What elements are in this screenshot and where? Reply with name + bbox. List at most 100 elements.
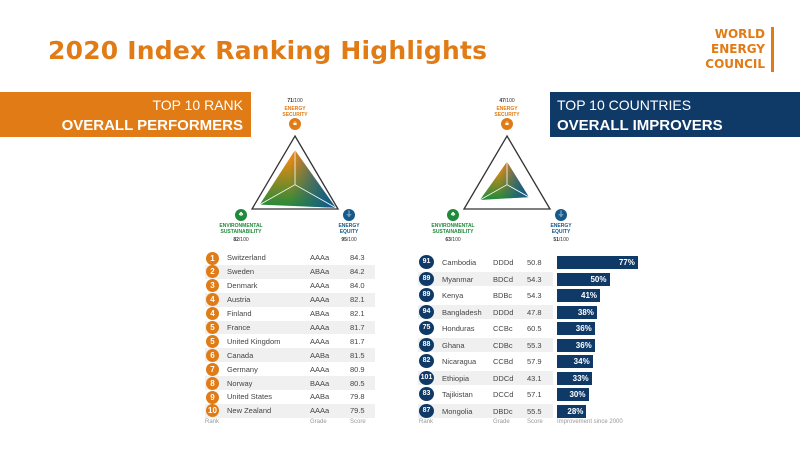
radar-chart — [462, 134, 552, 210]
grade: AAAa — [310, 253, 330, 263]
lock-icon: 🔒︎ — [289, 118, 301, 130]
table-row: 91 Cambodia DDDd 50.8 — [418, 255, 553, 270]
axis-value-equity: 51/100 — [541, 237, 581, 243]
country-name: Switzerland — [227, 253, 266, 263]
country-name: Kenya — [442, 291, 464, 300]
improvement-bar: 28% — [557, 404, 587, 418]
grade: ABAa — [310, 309, 330, 319]
table-row: 1 Switzerland AAAa 84.3 — [205, 251, 375, 265]
column-header-improvement: Improvement since 2000 — [557, 419, 623, 425]
radar-chart — [250, 134, 340, 210]
grade: DDDd — [493, 258, 514, 267]
country-name: Norway — [227, 378, 253, 388]
score: 84.3 — [350, 253, 365, 263]
score: 43.1 — [527, 373, 542, 383]
country-name: Mongolia — [442, 406, 473, 416]
country-name: Austria — [227, 295, 251, 305]
score: 80.5 — [350, 378, 365, 388]
improvement-bar: 77% — [557, 256, 638, 269]
country-name: Germany — [227, 364, 258, 374]
grade: DBDc — [493, 406, 513, 416]
rank-badge: 88 — [419, 337, 434, 352]
plug-icon: ⏚ — [343, 209, 355, 221]
column-header-grade: Grade — [310, 419, 327, 425]
logo-line: COUNCIL — [705, 57, 765, 71]
tree-icon: ♣ — [235, 209, 247, 221]
improvement-bar: 30% — [557, 388, 589, 401]
score: 81.7 — [350, 322, 365, 332]
improvement-value: 77% — [618, 258, 635, 267]
top-improvers-banner: TOP 10 COUNTRIES OVERALL IMPROVERS — [550, 92, 800, 137]
country-name: Ghana — [442, 340, 465, 350]
improvement-value: 41% — [581, 291, 598, 300]
axis-line — [294, 184, 339, 210]
score: 84.2 — [350, 267, 365, 277]
column-header-rank: Rank — [419, 419, 434, 425]
rank-badge: 9 — [206, 390, 219, 404]
rank-badge: 5 — [206, 334, 219, 348]
table-row: 82 Nicaragua CCBd 57.9 — [418, 354, 553, 369]
grade: AAAa — [310, 322, 330, 332]
score: 79.5 — [350, 406, 365, 416]
score: 81.7 — [350, 336, 365, 346]
score: 57.1 — [527, 390, 542, 399]
radar-outline — [462, 134, 552, 210]
top-performers-banner: TOP 10 RANK OVERALL PERFORMERS — [0, 92, 251, 137]
grade: CDBc — [493, 340, 513, 350]
rank-badge: 5 — [206, 321, 219, 335]
country-name: Canada — [227, 350, 254, 360]
table-row: 3 Denmark AAAa 84.0 — [205, 279, 375, 293]
country-name: Nicaragua — [442, 357, 477, 366]
rank-badge: 7 — [206, 362, 219, 376]
rank-badge: 89 — [419, 271, 434, 286]
column-header-grade: Grade — [493, 419, 510, 425]
table-row: 2 Sweden ABAa 84.2 — [205, 264, 375, 279]
country-name: Honduras — [442, 324, 475, 333]
column-header-rank: Rank — [205, 419, 220, 425]
score-suffix: /100 — [238, 237, 249, 243]
axis-label-security: ENERGY SECURITY — [282, 106, 308, 118]
column-header-score: Score — [527, 419, 543, 425]
axis-label-environment: ENVIRONMENTAL SUSTAINABILITY — [431, 223, 475, 235]
grade: DDCd — [493, 373, 514, 383]
axis-value-environment: 82/100 — [221, 237, 261, 243]
improvement-bar: 38% — [557, 305, 597, 319]
table-row: 89 Myanmar BDCd 54.3 — [418, 271, 553, 287]
table-row: 10 New Zealand AAAa 79.5 — [205, 403, 375, 418]
score: 50.8 — [527, 258, 542, 267]
table-row: 6 Canada AABa 81.5 — [205, 348, 375, 363]
improvement-value: 34% — [573, 357, 590, 366]
improvement-bar: 50% — [557, 272, 610, 286]
grade: AAAa — [310, 336, 330, 346]
banner-title: OVERALL PERFORMERS — [61, 117, 243, 134]
table-row: 75 Honduras CCBc 60.5 — [418, 321, 553, 336]
rank-badge: 89 — [419, 288, 434, 303]
table-row: 9 United States AABa 79.8 — [205, 390, 375, 404]
table-row: 4 Austria AAAa 82.1 — [205, 292, 375, 307]
improvement-bar: 36% — [557, 322, 595, 335]
country-name: Ethiopia — [442, 373, 470, 383]
rank-badge: 6 — [206, 348, 219, 362]
table-row: 101 Ethiopia DDCd 43.1 — [418, 370, 553, 386]
banner-subtitle: TOP 10 COUNTRIES — [557, 97, 692, 113]
country-name: United States — [227, 392, 273, 402]
improvement-value: 36% — [575, 340, 592, 350]
axis-value-environment: 63/100 — [433, 237, 473, 243]
axis-label-security: ENERGY SECURITY — [494, 106, 520, 118]
improvement-value: 36% — [575, 324, 592, 333]
table-row: 83 Tajikistan DCCd 57.1 — [418, 387, 553, 402]
improvement-value: 50% — [590, 274, 607, 284]
rank-badge: 94 — [419, 304, 434, 319]
axis-value-equity: 95/100 — [329, 237, 369, 243]
score: 82.1 — [350, 295, 365, 305]
column-header-score: Score — [350, 419, 366, 425]
rank-badge: 10 — [206, 404, 219, 418]
score-area-overlay — [479, 161, 529, 200]
tree-icon: ♣ — [447, 209, 459, 221]
logo-line: WORLD — [714, 27, 765, 41]
country-name: Myanmar — [442, 274, 474, 284]
grade: CCBd — [493, 357, 514, 366]
rank-badge: 2 — [206, 265, 219, 279]
grade: AAAa — [310, 281, 330, 291]
table-row: 8 Norway BAAa 80.5 — [205, 376, 375, 391]
